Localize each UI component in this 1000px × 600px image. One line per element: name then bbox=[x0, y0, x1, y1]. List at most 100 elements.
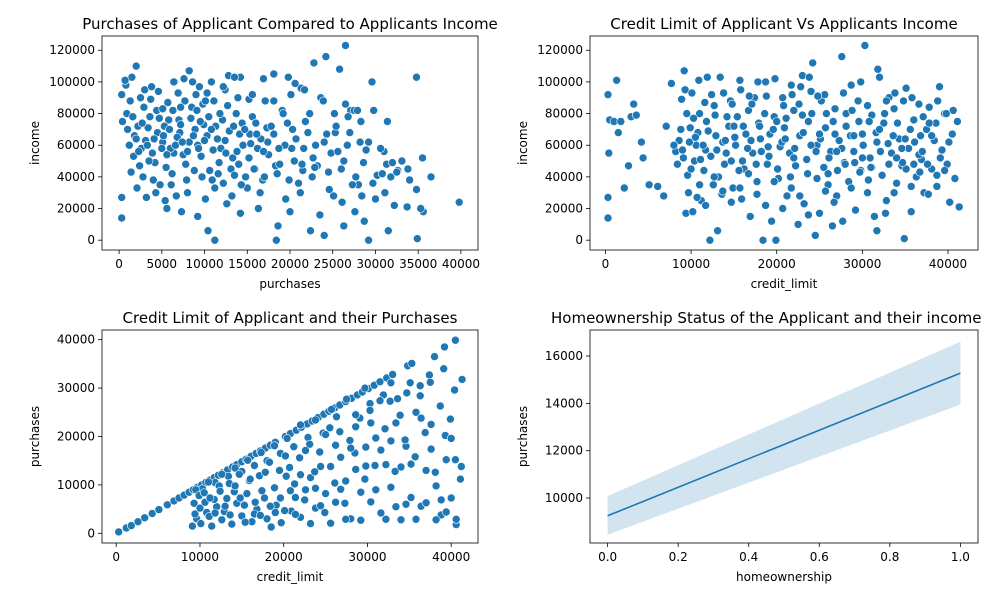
scatter-point bbox=[315, 210, 325, 220]
confidence-band bbox=[607, 341, 961, 535]
scatter-point bbox=[162, 150, 172, 159]
scatter-point bbox=[603, 193, 613, 202]
scatter-point bbox=[120, 76, 130, 85]
scatter-point bbox=[255, 511, 265, 520]
scatter-point bbox=[691, 133, 700, 142]
scatter-point bbox=[418, 153, 427, 163]
scatter-point bbox=[412, 72, 421, 82]
scatter-point bbox=[892, 178, 901, 188]
y-axis-label: income bbox=[516, 121, 530, 165]
scatter-point bbox=[779, 101, 788, 110]
scatter-point bbox=[769, 177, 779, 186]
scatter-point bbox=[202, 88, 212, 98]
scatter-point bbox=[762, 159, 772, 169]
scatter-point bbox=[839, 88, 848, 98]
scatter-point bbox=[281, 451, 290, 461]
scatter-point bbox=[291, 134, 301, 144]
scatter-point bbox=[269, 129, 279, 139]
scatter-point bbox=[368, 178, 378, 188]
x-tick-label: 30000 bbox=[356, 257, 394, 271]
scatter-point bbox=[872, 137, 882, 147]
scatter-point bbox=[114, 527, 123, 537]
scatter-point bbox=[430, 467, 440, 477]
scatter-point bbox=[228, 153, 237, 163]
y-axis-label: purchases bbox=[516, 406, 530, 467]
scatter-point bbox=[669, 140, 679, 150]
scatter-point bbox=[803, 169, 812, 178]
scatter-point bbox=[741, 129, 751, 139]
scatter-point bbox=[629, 99, 639, 109]
scatter-point bbox=[927, 131, 937, 140]
scatter-point bbox=[703, 126, 713, 136]
scatter-point bbox=[306, 519, 315, 528]
y-tick-label: 120000 bbox=[537, 43, 583, 57]
scatter-point bbox=[393, 394, 402, 404]
scatter-point bbox=[138, 172, 148, 182]
scatter-point bbox=[709, 101, 719, 110]
scatter-point bbox=[230, 481, 240, 491]
scatter-point bbox=[402, 388, 412, 398]
scatter-point bbox=[770, 74, 780, 83]
scatter-point bbox=[899, 234, 909, 243]
x-tick-label: 5000 bbox=[147, 257, 178, 271]
x-tick-label: 20000 bbox=[758, 257, 796, 271]
scatter-point bbox=[139, 102, 149, 112]
scatter-point bbox=[710, 110, 720, 120]
scatter-point bbox=[219, 178, 228, 188]
scatter-point bbox=[771, 235, 781, 245]
scatter-point bbox=[718, 186, 728, 196]
scatter-point bbox=[151, 188, 161, 197]
scatter-point bbox=[333, 147, 343, 156]
scatter-point bbox=[773, 164, 782, 174]
scatter-point bbox=[441, 455, 451, 465]
scatter-point bbox=[435, 401, 445, 411]
scatter-point bbox=[200, 136, 209, 145]
scatter-point bbox=[209, 96, 219, 106]
scatter-point bbox=[386, 482, 396, 492]
scatter-point bbox=[319, 137, 329, 147]
scatter-point bbox=[359, 216, 369, 226]
y-tick-label: 12000 bbox=[545, 444, 583, 458]
scatter-point bbox=[299, 144, 309, 153]
scatter-point bbox=[890, 88, 900, 98]
scatter-point bbox=[416, 204, 426, 213]
scatter-point bbox=[727, 99, 737, 109]
scatter-point bbox=[215, 109, 225, 118]
scatter-point bbox=[631, 110, 641, 120]
scatter-point bbox=[736, 85, 746, 95]
scatter-point bbox=[210, 183, 220, 193]
y-tick-label: 120000 bbox=[49, 43, 95, 57]
scatter-point bbox=[796, 82, 806, 91]
scatter-point bbox=[222, 199, 232, 209]
scatter-point bbox=[457, 375, 467, 384]
scatter-point bbox=[752, 190, 762, 199]
scatter-point bbox=[238, 140, 248, 150]
scatter-point bbox=[149, 134, 159, 144]
chart-title: Purchases of Applicant Compared to Appli… bbox=[82, 15, 498, 33]
scatter-point bbox=[941, 109, 951, 118]
scatter-point bbox=[454, 197, 464, 207]
scatter-point bbox=[426, 172, 436, 182]
chart-homeownership-vs-purchases: 0.0 0.2 0.4 0.6 0.8 1.0 10000 12000 14000 16000 ho… bbox=[516, 309, 981, 584]
scatter-point bbox=[128, 112, 138, 121]
scatter-point bbox=[782, 191, 792, 201]
scatter-point bbox=[905, 125, 915, 134]
x-tick-label: 40000 bbox=[432, 550, 470, 564]
scatter-point bbox=[342, 140, 352, 150]
scatter-point bbox=[679, 66, 689, 76]
scatter-point bbox=[907, 93, 917, 102]
chart-purchases-vs-income: 0 5000 10000 15000 20000 25000 30000 35000 40000… bbox=[28, 15, 498, 291]
scatter-point bbox=[711, 131, 721, 140]
chart-title: Credit Limit of Applicant Vs Applicants … bbox=[610, 15, 957, 33]
scatter-point bbox=[183, 147, 192, 156]
scatter-point bbox=[864, 117, 874, 126]
scatter-point bbox=[249, 164, 259, 174]
scatter-point bbox=[644, 180, 654, 190]
scatter-point bbox=[126, 167, 136, 177]
scatter-point bbox=[794, 99, 804, 109]
y-axis-label: purchases bbox=[28, 406, 42, 467]
scatter-point bbox=[832, 147, 842, 156]
scatter-point bbox=[163, 500, 172, 510]
scatter-point bbox=[440, 342, 449, 352]
scatter-point bbox=[274, 144, 284, 153]
